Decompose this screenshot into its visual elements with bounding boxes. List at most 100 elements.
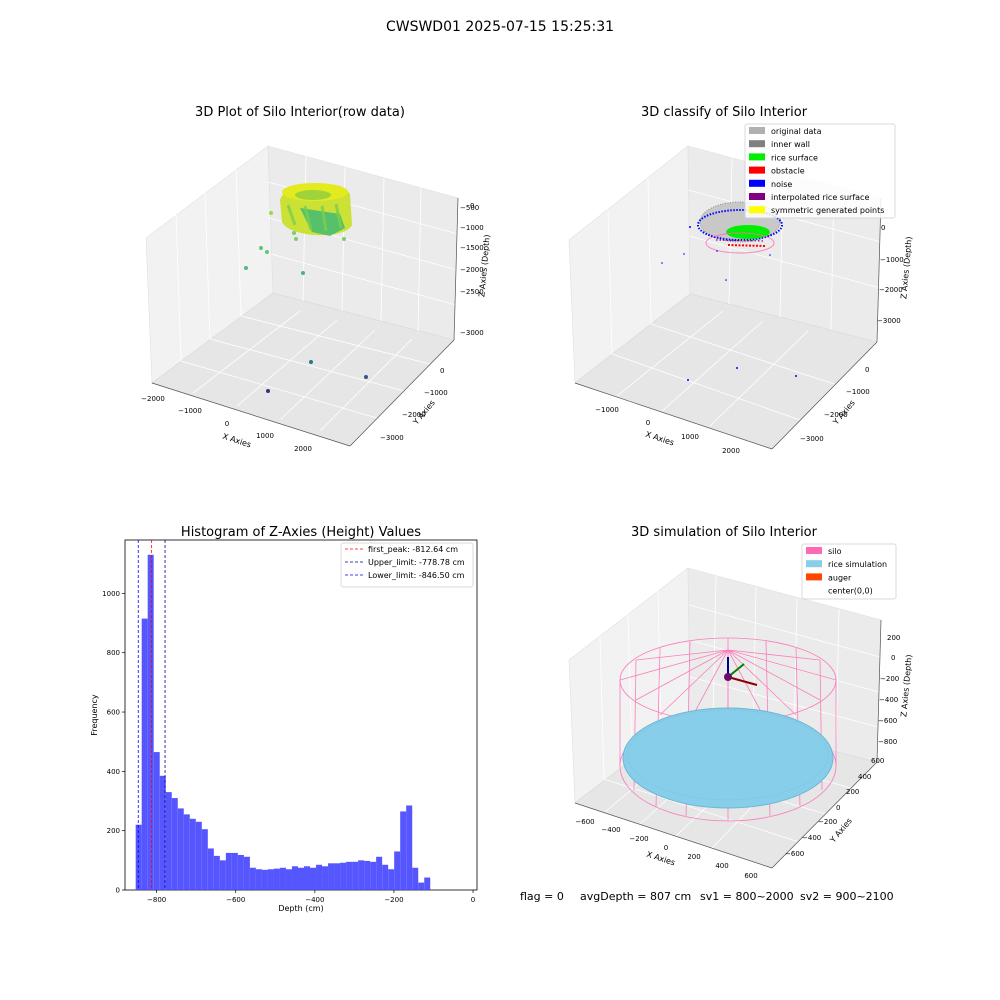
raw-outlier	[259, 246, 263, 250]
hist-ytick-label: 0	[116, 887, 120, 895]
hist-xtick-label: −200	[384, 896, 403, 904]
rice-surface-body	[622, 707, 834, 809]
hist-ytick-label: 600	[107, 709, 120, 717]
sim-ytick: 200	[846, 788, 859, 796]
hist-y-ticks: 0 200 400 600 800 1000	[102, 590, 125, 895]
hist-bars	[135, 554, 431, 890]
raw-ztick: −500	[460, 204, 479, 212]
sim-ytick: 0	[836, 804, 840, 812]
raw-outlier	[294, 237, 298, 241]
sim-xtick: 0	[664, 844, 668, 852]
hist-bar	[394, 851, 401, 890]
hist-bar	[225, 852, 232, 890]
rice-surface-texture	[627, 709, 829, 801]
sim-ytick: −400	[802, 834, 821, 842]
raw-outlier	[269, 211, 273, 215]
hist-legend-label: Upper_limit: -778.78 cm	[368, 558, 465, 567]
raw-plot-title: 3D Plot of Silo Interior(row data)	[195, 105, 405, 120]
hist-bar	[304, 866, 311, 890]
legend-swatch	[749, 140, 765, 148]
raw-x-axis-line	[151, 382, 351, 447]
classify-ztick: −3000	[877, 317, 901, 325]
hist-bar	[322, 866, 329, 890]
hist-bar	[231, 852, 238, 890]
plot-classify-3d: 3D classify of Silo Interior −1000 0 100…	[568, 105, 914, 455]
hist-bar	[285, 869, 292, 890]
hist-bar	[406, 805, 413, 890]
plot-histogram: Histogram of Z-Axies (Height) Values −80…	[90, 525, 478, 913]
noise-point	[725, 279, 727, 281]
hist-bar	[195, 821, 202, 890]
hist-bar	[171, 798, 178, 890]
sim-x-ticks: −600 −400 −200 0 200 400 600	[575, 818, 757, 880]
raw-cloud-streaks	[286, 203, 343, 232]
legend-label: inner wall	[771, 140, 810, 149]
raw-outlier	[244, 266, 248, 270]
classify-x-axis-line	[574, 382, 773, 450]
hist-legend-frame	[340, 542, 474, 588]
hist-bar	[183, 814, 190, 890]
noise-point	[689, 226, 691, 228]
sim-legend: silo rice simulation auger center(0,0)	[801, 543, 897, 600]
raw-ztick: 0	[470, 202, 474, 210]
sim-z-ticks: −800 −600 −400 −200 0 200	[878, 634, 900, 746]
legend-swatch	[749, 153, 765, 161]
sim-z-axis-line	[876, 619, 882, 763]
raw-outlier	[309, 360, 313, 364]
legend-swatch	[806, 547, 822, 554]
sim-xtick: −600	[575, 818, 594, 826]
sim-xtick: 600	[744, 872, 757, 880]
hist-bar	[364, 860, 371, 890]
hist-bar	[237, 855, 244, 890]
figure-title: CWSWD01 2025-07-15 15:25:31	[386, 19, 614, 35]
raw-outlier	[266, 389, 270, 393]
raw-z-axis-line	[453, 197, 459, 341]
raw-x-label: X Axies	[221, 432, 252, 450]
hist-bar	[370, 861, 377, 890]
avg-depth-text: avgDepth = 807 cm	[580, 890, 691, 903]
hist-bar	[310, 867, 317, 890]
raw-ztick: −3000	[460, 329, 484, 337]
sim-ztick: 0	[891, 654, 895, 662]
raw-outliers	[244, 211, 368, 393]
hist-bar	[159, 775, 166, 890]
raw-ytick: −2000	[402, 411, 426, 419]
hist-y-label: Frequency	[90, 694, 99, 736]
plot-raw-3d: 3D Plot of Silo Interior(row data) −2000…	[141, 105, 492, 453]
hist-bar	[261, 869, 268, 890]
classify-z-label: Z Axies (Depth)	[899, 236, 913, 299]
hist-bar	[328, 863, 335, 890]
flag-text: flag = 0	[520, 890, 564, 903]
hist-bar	[219, 860, 226, 890]
sim-x-axis-line	[574, 802, 773, 869]
legend-swatch	[749, 127, 765, 134]
raw-ytick: 0	[440, 367, 444, 375]
hist-xtick-label: −800	[147, 896, 166, 904]
hist-bar	[207, 848, 214, 890]
classify-x-label: X Axies	[644, 430, 675, 448]
silo-roof-lines	[619, 649, 837, 722]
classify-xtick: 2000	[722, 447, 740, 455]
classify-ztick: −2000	[879, 286, 903, 294]
classify-z-ticks: −3000 −2000 −1000 0	[877, 224, 904, 325]
raw-xtick: −2000	[141, 395, 165, 403]
hist-legend-items: first_peak: -812.64 cm Upper_limit: -778.…	[345, 545, 465, 580]
hist-bar	[267, 869, 274, 890]
legend-swatch	[749, 179, 765, 187]
legend-label: auger	[828, 573, 852, 582]
sim-z-label: Z Axies (Depth)	[899, 654, 913, 717]
hist-legend-label: Lower_limit: -846.50 cm	[368, 571, 465, 580]
hist-bar	[135, 824, 142, 890]
raw-y-ticks: −3000 −2000 −1000 0	[380, 367, 448, 442]
noise-point	[795, 375, 797, 377]
sim-y-axis-line	[771, 761, 878, 869]
hist-legend-label: first_peak: -812.64 cm	[368, 545, 458, 554]
hist-bar	[346, 861, 353, 890]
sim-ztick: −800	[878, 738, 897, 746]
legend-label: center(0,0)	[828, 587, 873, 596]
classify-ytick: −3000	[800, 435, 824, 443]
legend-swatch	[806, 560, 822, 568]
raw-z-ticks: −3000 −2500 −2000 −1500 −1000 −500 0	[460, 202, 484, 337]
sim-y-ticks: −600 −400 −200 0 200 400 600	[785, 757, 884, 858]
legend-label: noise	[771, 180, 792, 189]
